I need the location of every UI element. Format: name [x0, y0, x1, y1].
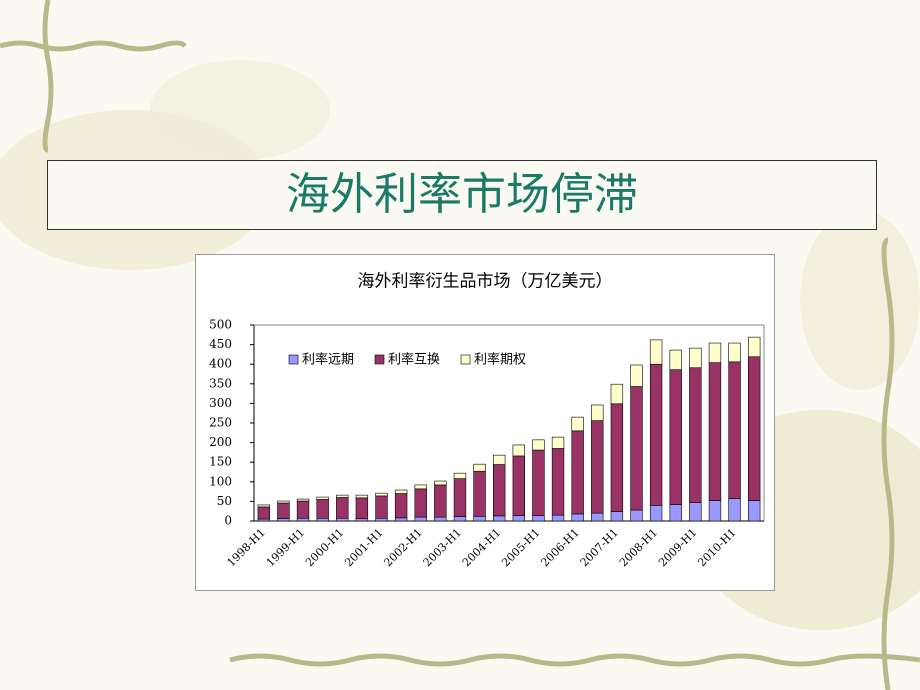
bar-segment: [669, 349, 682, 370]
y-tick-label: 400: [209, 357, 232, 371]
y-tick-label: 150: [209, 455, 232, 469]
y-tick-label: 250: [209, 416, 232, 430]
legend-label: 利率远期: [302, 352, 354, 368]
legend-swatch: [374, 354, 385, 365]
bar-segment: [355, 518, 369, 522]
bar-segment: [277, 518, 290, 522]
bar-segment: [414, 484, 427, 490]
bar-segment: [316, 496, 329, 500]
bar-segment: [728, 342, 741, 363]
chart: 海外利率衍生品市场（万亿美元） 0 50 100 150 200 250 300 350 400…: [195, 254, 775, 591]
y-tick-label: 50: [217, 494, 232, 508]
y-tick-label: 500: [209, 318, 232, 332]
bar-segment: [434, 480, 447, 486]
bar-segment: [434, 484, 447, 518]
bar-segment: [551, 448, 565, 516]
bar-segment: [296, 517, 310, 522]
bar-segment: [257, 504, 270, 508]
bar-segment: [748, 336, 761, 358]
legend-box: [283, 348, 543, 372]
bar-segment: [728, 498, 741, 522]
legend-swatch: [460, 354, 471, 365]
bar-segment: [708, 500, 722, 522]
bar-segment: [728, 361, 741, 499]
bar-segment: [336, 497, 349, 519]
bar-segment: [669, 369, 682, 505]
bar-segment: [551, 436, 565, 449]
bar-segment: [571, 416, 584, 432]
bar-segment: [473, 470, 486, 517]
bar-segment: [414, 488, 427, 518]
y-tick-label: 300: [209, 396, 232, 410]
bar-segment: [591, 512, 604, 522]
bar-segment: [473, 463, 486, 472]
y-tick-label: 100: [209, 474, 232, 488]
bar-segment: [689, 367, 702, 503]
legend-swatch: [288, 354, 299, 365]
bar-segment: [532, 439, 545, 451]
legend-label: 利率互换: [388, 352, 440, 368]
bar-segment: [512, 444, 525, 457]
bar-segment: [610, 383, 624, 405]
bar-segment: [748, 356, 761, 501]
bar-segment: [257, 506, 270, 520]
bar-segment: [277, 500, 290, 504]
bar-segment: [532, 515, 545, 522]
bar-segment: [473, 515, 486, 522]
y-tick-label: 200: [209, 435, 232, 449]
bar-segment: [708, 362, 722, 501]
bar-segment: [571, 430, 584, 515]
bar-segment: [630, 509, 643, 522]
bar-segment: [669, 504, 682, 522]
y-tick-label: 0: [224, 514, 232, 528]
bar-segment: [689, 502, 702, 522]
y-tick-label: 450: [209, 337, 232, 351]
bar-segment: [649, 363, 663, 506]
bar-segment: [355, 497, 369, 519]
bar-segment: [296, 500, 310, 519]
bar-segment: [414, 516, 427, 522]
bar-segment: [708, 342, 722, 363]
bar-segment: [493, 464, 506, 517]
y-tick-label: 350: [209, 376, 232, 390]
bar-segment: [689, 347, 702, 369]
bar-segment: [453, 516, 467, 522]
bar-segment: [336, 494, 349, 498]
bar-segment: [336, 517, 349, 522]
bar-segment: [355, 494, 369, 499]
bar-segment: [394, 489, 408, 494]
bar-segment: [748, 500, 761, 522]
bar-segment: [394, 517, 408, 522]
slide-title: 海外利率市场停滞: [47, 160, 877, 230]
bar-segment: [610, 403, 624, 512]
bar-segment: [375, 495, 388, 519]
bar-segment: [493, 454, 506, 465]
bar-segment: [649, 505, 663, 522]
bar-segment: [375, 517, 388, 522]
bar-segment: [512, 515, 525, 522]
bar-segment: [571, 513, 584, 522]
bar-segment: [630, 386, 643, 511]
bar-segment: [532, 449, 545, 516]
bar-segment: [394, 493, 408, 519]
bar-segment: [551, 514, 565, 522]
bar-segment: [591, 420, 604, 514]
bar-segment: [493, 515, 506, 522]
bar-segment: [453, 472, 467, 479]
bar-segment: [630, 364, 643, 387]
bar-segment: [277, 502, 290, 519]
bar-segment: [434, 516, 447, 522]
bar-segment: [453, 478, 467, 517]
bar-segment: [296, 498, 310, 502]
bar-segment: [316, 499, 329, 519]
bar-segment: [512, 455, 525, 516]
bar-segment: [375, 492, 388, 497]
bar-segment: [610, 511, 624, 522]
chart-title: 海外利率衍生品市场（万亿美元）: [358, 272, 613, 292]
bar-segment: [591, 404, 604, 421]
bar-segment: [649, 339, 663, 365]
legend-label: 利率期权: [474, 352, 526, 368]
bar-segment: [316, 517, 329, 522]
